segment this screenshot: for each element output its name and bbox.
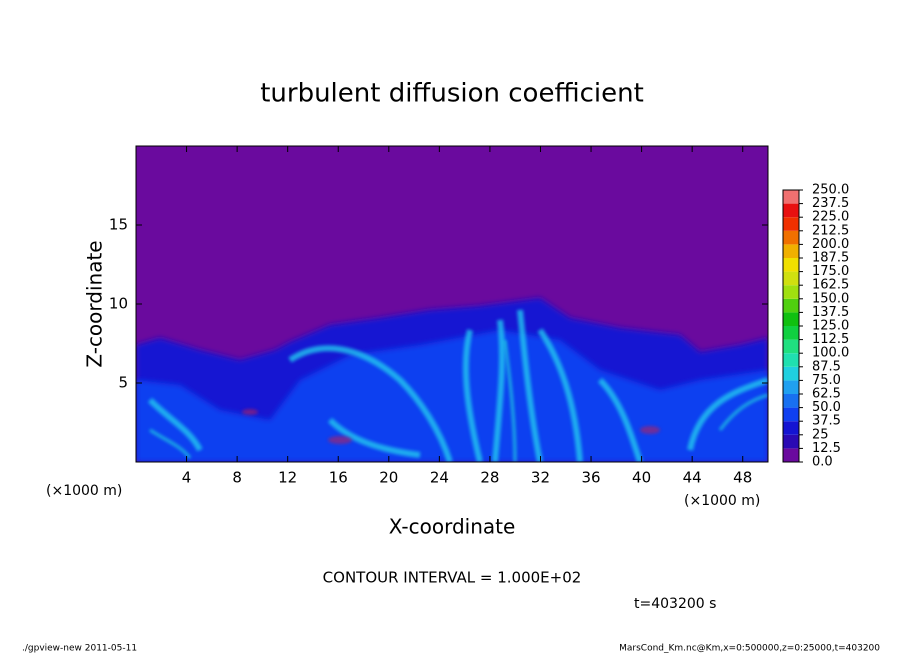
colorbar-label: 150.0 (812, 291, 849, 306)
colorbar-bin (783, 421, 799, 435)
x-unit-label: (×1000 m) (46, 483, 122, 499)
colorbar-bin (783, 258, 799, 272)
colorbar-bin (783, 230, 799, 245)
colorbar-label: 200.0 (812, 237, 849, 252)
colorbar-bin (783, 244, 799, 258)
x-axis-label: X-coordinate (389, 515, 516, 539)
y-axis-label: Z-coordinate (83, 240, 107, 367)
colorbar-label: 175.0 (812, 264, 849, 279)
colorbar-bin (783, 448, 799, 462)
colorbar-label: 237.5 (812, 196, 849, 211)
field-streaks (149, 339, 768, 462)
x-tick-label: 48 (733, 469, 752, 487)
annotation: CONTOUR INTERVAL = 1.000E+02 (323, 569, 582, 587)
colorbar-label: 225.0 (812, 210, 849, 225)
colorbar-bin (783, 366, 799, 381)
x-tick-label: 28 (480, 469, 499, 487)
colorbar-bin (783, 407, 799, 422)
colorbar-bin (783, 217, 799, 231)
field (136, 298, 768, 462)
colorbar-label: 212.5 (812, 223, 849, 238)
y-tick-label: 10 (109, 295, 128, 313)
colorbar-label: 162.5 (812, 278, 849, 293)
x-tick-label: 44 (683, 469, 702, 487)
x-unit-label: (×1000 m) (684, 493, 760, 509)
colorbar-label: 125.0 (812, 319, 849, 334)
colorbar-bin (783, 285, 799, 299)
colorbar-bin (783, 394, 799, 408)
x-tick-label: 32 (531, 469, 550, 487)
footer-left: ./gpview-new 2011-05-11 (22, 644, 137, 654)
colorbar-label: 37.5 (812, 414, 841, 429)
colorbar-label: 112.5 (812, 332, 849, 347)
colorbar-label: 50.0 (812, 400, 841, 415)
x-tick-label: 20 (379, 469, 398, 487)
y-tick-label: 15 (109, 216, 128, 234)
colorbar-label: 100.0 (812, 346, 849, 361)
colorbar-label: 187.5 (812, 251, 849, 266)
colorbar-bin (783, 271, 799, 286)
x-tick-label: 16 (329, 469, 348, 487)
x-tick-label: 24 (430, 469, 449, 487)
colorbar-bin (783, 434, 799, 449)
colorbar-bin (783, 339, 799, 354)
colorbar-label: 25 (812, 427, 829, 442)
colorbar-label: 0.0 (812, 455, 833, 470)
colorbar-bin (783, 326, 799, 340)
colorbar-bin (783, 190, 799, 204)
colorbar-bin (783, 353, 799, 367)
x-tick-label: 8 (232, 469, 242, 487)
colorbar-label: 250.0 (812, 183, 849, 198)
time-label: t=403200 s (634, 596, 716, 612)
x-tick-label: 40 (632, 469, 651, 487)
field-streaks (147, 309, 768, 462)
field-region (136, 330, 768, 462)
colorbar-label: 137.5 (812, 305, 849, 320)
colorbar-bin (783, 380, 799, 394)
colorbar-label: 75.0 (812, 373, 841, 388)
x-tick-label: 12 (278, 469, 297, 487)
x-tick-label: 36 (581, 469, 600, 487)
colorbar-label: 87.5 (812, 359, 841, 374)
colorbar-label: 62.5 (812, 387, 841, 402)
colorbar-label: 12.5 (812, 441, 841, 456)
field-spots (242, 409, 660, 444)
x-tick-label: 4 (182, 469, 192, 487)
footer-right: MarsCond_Km.nc@Km,x=0:500000,z=0:25000,t… (619, 644, 880, 654)
chart-title: turbulent diffusion coefficient (260, 79, 644, 109)
colorbar-bin (783, 203, 799, 218)
y-tick-label: 5 (118, 374, 128, 392)
colorbar-bin (783, 312, 799, 326)
colorbar-bin (783, 298, 799, 313)
